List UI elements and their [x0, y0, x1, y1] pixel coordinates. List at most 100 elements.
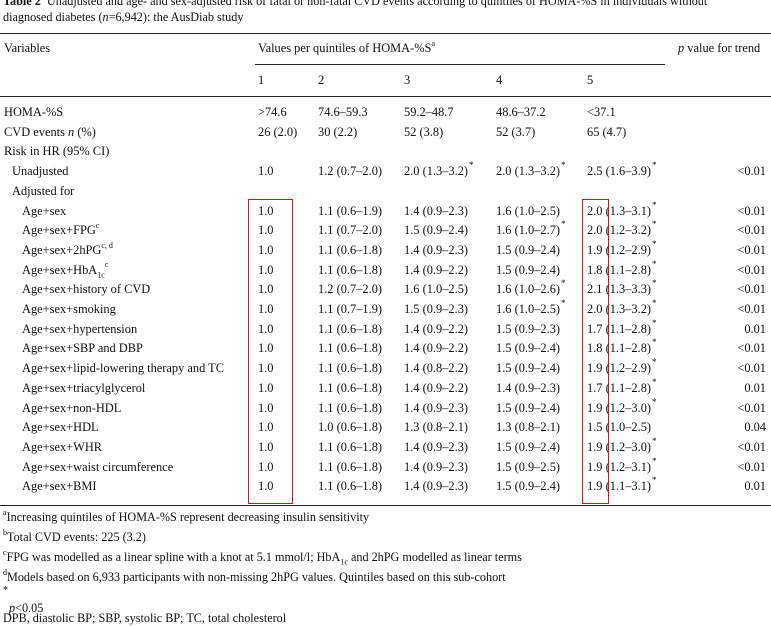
cell-value: 2.0 (1.2–3.2)	[587, 223, 652, 238]
cell-value: 1.0	[258, 400, 274, 415]
cell-value: 1.9 (1.2–3.0)	[587, 400, 652, 415]
cell-value: 1.5 (0.9–2.4)	[496, 341, 561, 356]
header-p-italic: p	[678, 41, 685, 55]
header-quintile-2: 2	[318, 73, 325, 87]
cell-quintile-3: 1.4 (0.8–2.2)	[404, 359, 468, 379]
cell-value: 1.5 (0.9–2.3)	[404, 302, 469, 316]
cell-value: 1.1 (0.7–1.9)	[318, 302, 383, 316]
cell-quintile-1: 1.0	[258, 221, 274, 241]
significance-star: *	[652, 317, 657, 328]
cell-value: 1.5 (0.9–2.4)	[496, 242, 561, 257]
cell-quintile-1: 1.0	[258, 202, 274, 222]
row-variable: Age+sex+BMI	[22, 477, 97, 497]
significance-star: *	[652, 160, 657, 171]
cell-value: 1.8 (1.1–2.8)	[587, 262, 652, 277]
cell-value: 1.4 (0.9–2.3)	[404, 479, 469, 494]
cell-p-trend: <0.01	[737, 262, 766, 277]
table-row: HOMA-%S >74.6 74.6–59.3 59.2–48.7 48.6–37.2 <…	[0, 103, 771, 123]
row-variable-text: Age+sex+SBP and DBP	[22, 341, 143, 356]
cell-quintile-4: 1.5 (0.9–2.4)	[496, 359, 560, 379]
cell-quintile-2: 1.2 (0.7–2.0)	[318, 162, 382, 182]
row-variable-text: CVD events	[4, 124, 65, 139]
header-quintile-3: 3	[404, 73, 411, 87]
cell-quintile-3: 1.4 (0.9–2.2)	[404, 339, 468, 359]
table-row: Risk in HR (95% CI)	[0, 142, 771, 162]
cell-quintile-1: 1.0	[258, 162, 274, 182]
cell-quintile-3: 1.6 (1.0–2.5)	[404, 280, 468, 300]
cell-quintile-5: 1.8 (1.1–2.8)*	[587, 337, 657, 360]
cell-p-trend: <0.01	[737, 164, 766, 179]
significance-star: *	[652, 298, 657, 308]
row-variable-text: Age+sex+triacylglycerol	[22, 380, 146, 395]
cell-value: 65 (4.7)	[587, 124, 627, 139]
cell-p-trend: <0.01	[737, 302, 766, 316]
cell-value: 1.1 (0.6–1.8)	[318, 459, 383, 474]
footnote-b: bTotal CVD events: 225 (3.2)	[3, 528, 146, 545]
table-row: Age+sex 1.0 1.1 (0.6–1.9) 1.4 (0.9–2.3) 1.6 …	[0, 200, 771, 222]
row-variable: Age+sex+lipid-lowering therapy and TC	[22, 359, 224, 379]
row-variable: Age+sex+hypertension	[22, 320, 137, 340]
footnote-star-text: <0.05	[15, 601, 44, 615]
cell-p-trend: <0.01	[737, 223, 766, 238]
cell-quintile-5: 1.9 (1.2–2.9)*	[587, 239, 657, 262]
cell-quintile-2: 1.1 (0.6–1.8)	[318, 320, 382, 340]
cell-quintile-1: 1.0	[258, 280, 274, 300]
row-variable-sup: c	[104, 260, 109, 270]
header-variables: Variables	[4, 41, 51, 55]
cell-value: 1.1 (0.6–1.8)	[318, 439, 383, 454]
cell-quintile-4: 1.5 (0.9–2.3)	[496, 320, 560, 340]
highlight-box-quintile-1	[248, 199, 293, 504]
cell-value: 1.1 (0.7–2.0)	[318, 223, 383, 238]
cell-quintile-1: 1.0	[258, 359, 274, 379]
cell-quintile-2: 1.1 (0.6–1.8)	[318, 399, 382, 419]
row-variable: Age+sex+non-HDL	[22, 399, 121, 419]
cell-quintile-4: 1.6 (1.0–2.6)*	[496, 278, 566, 301]
cell-quintile-5: 1.9 (1.2–3.0)*	[587, 397, 657, 420]
cell-quintile-4: 1.5 (0.9–2.4)	[496, 399, 560, 419]
caption-text-b: diagnosed diabetes (	[3, 10, 103, 24]
cell-quintile-2: 1.1 (0.6–1.8)	[318, 339, 382, 359]
cell-quintile-4: 1.5 (0.9–2.4)	[496, 261, 560, 281]
cell-value: 1.5 (0.9–2.3)	[496, 321, 561, 336]
cell-value: 1.1 (0.6–1.8)	[318, 400, 383, 415]
footnote-a: aIncreasing quintiles of HOMA-%S represe…	[3, 508, 369, 525]
cell-quintile-3: 1.4 (0.9–2.2)	[404, 320, 468, 340]
cell-quintile-3: 1.4 (0.9–2.2)	[404, 379, 468, 399]
cell-p-trend: <0.01	[737, 439, 766, 454]
cell-value: 1.4 (0.9–2.3)	[404, 400, 469, 415]
cell-quintile-2: 1.1 (0.6–1.8)	[318, 261, 382, 281]
cell-quintile-4: 48.6–37.2	[496, 103, 546, 123]
cell-quintile-3: 1.4 (0.9–2.3)	[404, 202, 468, 222]
cell-value: 1.4 (0.9–2.2)	[404, 262, 469, 277]
cell-value: 1.4 (0.9–2.2)	[404, 341, 469, 356]
table-row: Age+sex+WHR 1.0 1.1 (0.6–1.8) 1.4 (0.9–2.3)…	[0, 436, 771, 458]
cell-value: 1.5 (0.9–2.4)	[496, 439, 561, 454]
cell-value: 1.9 (1.2–3.1)	[587, 459, 652, 474]
row-variable-text: Age+sex+HDL	[22, 420, 99, 435]
table-row: Age+sex+non-HDL 1.0 1.1 (0.6–1.8) 1.4 (0.9–…	[0, 397, 771, 420]
cell-p-trend: <0.01	[737, 242, 766, 257]
header-quintile-4: 4	[496, 73, 503, 87]
cell-value: 1.6 (1.0–2.5)	[404, 282, 469, 297]
cell-p-trend: 0.01	[744, 321, 766, 336]
significance-star: *	[561, 298, 566, 308]
footnote-c-text-1: FPG was modelled as a linear spline with…	[6, 550, 341, 564]
table-row: Age+sex+lipid-lowering therapy and TC 1.0…	[0, 357, 771, 379]
cell-quintile-1: 1.0	[258, 418, 274, 438]
row-variable: Age+sex+SBP and DBP	[22, 339, 143, 359]
cell-value: 1.1 (0.6–1.8)	[318, 341, 383, 356]
table-row: Age+sex+HbA1cc 1.0 1.1 (0.6–1.8) 1.4 (0.9–2…	[0, 259, 771, 281]
table-bottom-rule	[0, 505, 771, 506]
footnote-abbreviations: DPB, diastolic BP; SBP, systolic BP; TC,…	[3, 611, 287, 625]
table-row: Age+sex+triacylglycerol 1.0 1.1 (0.6–1.8) 1…	[0, 376, 771, 399]
cell-value: 1.1 (0.6–1.8)	[318, 361, 383, 376]
cell-quintile-2: 1.1 (0.7–1.9)	[318, 300, 382, 320]
cell-quintile-5: 2.5 (1.6–3.9)*	[587, 160, 657, 183]
cell-p-trend: 0.04	[744, 420, 766, 435]
cell-value: 1.9 (1.1–3.1)	[587, 479, 652, 494]
cell-value: 1.1 (0.6–1.9)	[318, 203, 383, 218]
cell-p-trend: <0.01	[737, 282, 766, 297]
cell-quintile-4: 1.5 (0.9–2.4)	[496, 339, 560, 359]
significance-star: *	[652, 376, 657, 387]
cell-value: 1.5 (0.9–2.4)	[496, 361, 561, 376]
